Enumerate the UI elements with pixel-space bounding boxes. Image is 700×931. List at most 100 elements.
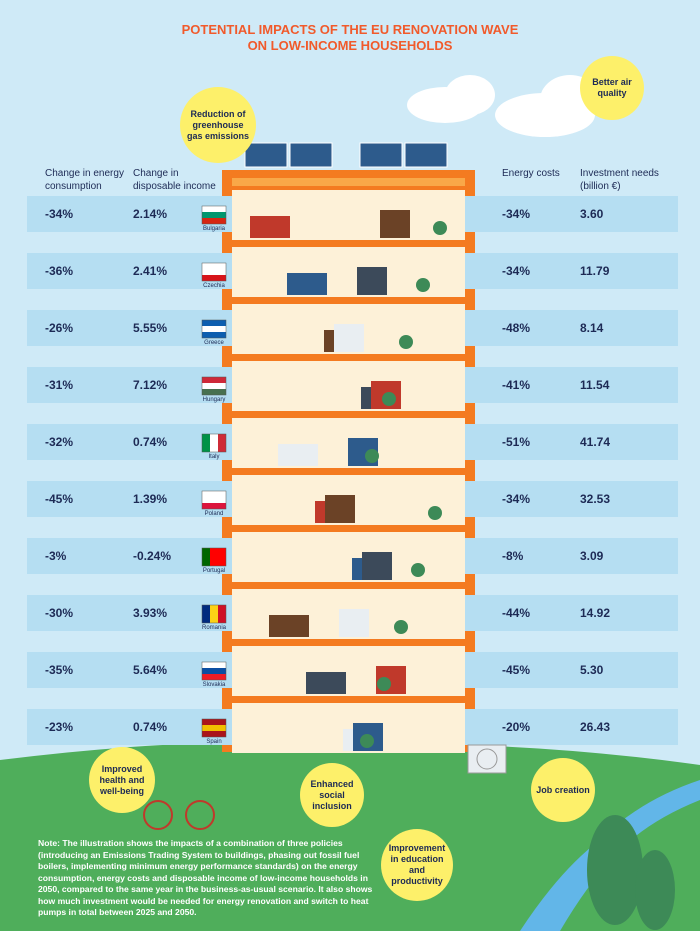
energy-costs: -8% xyxy=(502,549,524,563)
flag-border xyxy=(201,490,227,510)
disposable-income: 5.55% xyxy=(133,321,168,335)
flag-border xyxy=(201,661,227,681)
bicycle-wheel xyxy=(143,800,173,830)
energy-consumption: -36% xyxy=(45,264,74,278)
country-label: Bulgaria xyxy=(202,226,225,232)
flag-border xyxy=(201,433,227,453)
country-label: Greece xyxy=(204,340,224,346)
flag-stripe xyxy=(202,275,226,281)
trees xyxy=(587,815,675,930)
plant xyxy=(394,620,408,634)
energy-consumption: -30% xyxy=(45,606,74,620)
flag-stripe xyxy=(202,218,226,224)
flag-stripe xyxy=(210,548,218,566)
country-label: Spain xyxy=(206,739,222,745)
investment: 14.92 xyxy=(580,606,611,620)
disposable-income: 0.74% xyxy=(133,435,168,449)
disposable-income: -0.24% xyxy=(133,549,172,563)
energy-consumption: -31% xyxy=(45,378,74,392)
furniture xyxy=(362,552,392,580)
disposable-income: 2.14% xyxy=(133,207,168,221)
investment: 11.79 xyxy=(580,264,610,278)
country-label: Czechia xyxy=(203,283,225,289)
plant xyxy=(365,449,379,463)
bubble-label: Improved health and well-being xyxy=(99,763,145,796)
investment: 11.54 xyxy=(580,378,610,392)
disposable-income: 5.64% xyxy=(133,663,168,677)
bubble xyxy=(381,829,453,901)
energy-consumption: -34% xyxy=(45,207,74,221)
energy-costs: -41% xyxy=(502,378,531,392)
furniture xyxy=(325,495,355,523)
floor xyxy=(232,361,465,411)
flag-border xyxy=(201,319,227,339)
investment: 26.43 xyxy=(580,720,611,734)
flag-stripe xyxy=(218,434,226,452)
roof xyxy=(232,178,465,186)
bubble xyxy=(531,758,595,822)
bubble xyxy=(180,87,256,163)
country-label: Slovakia xyxy=(202,682,226,688)
furniture xyxy=(287,273,327,295)
flag-stripe xyxy=(202,548,210,566)
flag-stripe xyxy=(218,605,226,623)
disposable-income: 1.39% xyxy=(133,492,168,506)
investment: 8.14 xyxy=(580,321,604,335)
investment: 3.60 xyxy=(580,207,604,221)
bubble xyxy=(580,56,644,120)
furniture xyxy=(357,267,387,295)
column-header: Change in disposable income xyxy=(133,168,216,192)
flag-stripe xyxy=(202,731,226,737)
flag-stripe xyxy=(218,548,226,566)
energy-consumption: -26% xyxy=(45,321,74,335)
disposable-income: 7.12% xyxy=(133,378,168,392)
energy-consumption: -23% xyxy=(45,720,74,734)
heat-pump-fan xyxy=(476,748,498,770)
flag-stripe xyxy=(202,725,226,731)
country-label: Poland xyxy=(204,511,224,517)
flag-stripe xyxy=(202,497,226,503)
investment: 3.09 xyxy=(580,549,604,563)
plant xyxy=(433,221,447,235)
bubble-label: Enhanced social inclusion xyxy=(310,778,354,811)
flag-stripe xyxy=(202,383,226,389)
furniture xyxy=(278,444,318,466)
energy-costs: -34% xyxy=(502,492,531,506)
country-label: Italy xyxy=(208,454,220,460)
energy-consumption: -3% xyxy=(45,549,67,563)
flag-stripe xyxy=(202,212,226,218)
plant xyxy=(377,677,391,691)
disposable-income: 3.93% xyxy=(133,606,168,620)
flag-stripe xyxy=(202,503,226,509)
flag-stripe xyxy=(202,662,226,668)
country-label: Hungary xyxy=(202,397,226,403)
energy-costs: -48% xyxy=(502,321,531,335)
energy-consumption: -35% xyxy=(45,663,74,677)
flag-stripe xyxy=(202,326,226,332)
solar-panels xyxy=(244,142,448,168)
flag-border xyxy=(201,376,227,396)
energy-costs: -51% xyxy=(502,435,531,449)
flag-border xyxy=(201,547,227,567)
column-header: Change in energy consumption xyxy=(45,168,124,192)
furniture xyxy=(380,210,410,238)
flag-border xyxy=(201,604,227,624)
investment: 41.74 xyxy=(580,435,611,449)
note: Note: The illustration shows the impacts… xyxy=(38,838,373,917)
bicycle-wheel xyxy=(185,800,215,830)
flag-stripe xyxy=(202,377,226,383)
flag-stripe xyxy=(210,434,218,452)
clouds xyxy=(407,75,600,137)
flag-stripe xyxy=(202,269,226,275)
energy-costs: -45% xyxy=(502,663,531,677)
bubble xyxy=(89,747,155,813)
disposable-income: 0.74% xyxy=(133,720,168,734)
bubble-label: Job creation xyxy=(536,784,590,795)
bubble xyxy=(300,763,364,827)
floor xyxy=(232,247,465,297)
flag-border xyxy=(201,718,227,738)
flag-stripe xyxy=(202,389,226,395)
plant xyxy=(411,563,425,577)
plant xyxy=(399,335,413,349)
